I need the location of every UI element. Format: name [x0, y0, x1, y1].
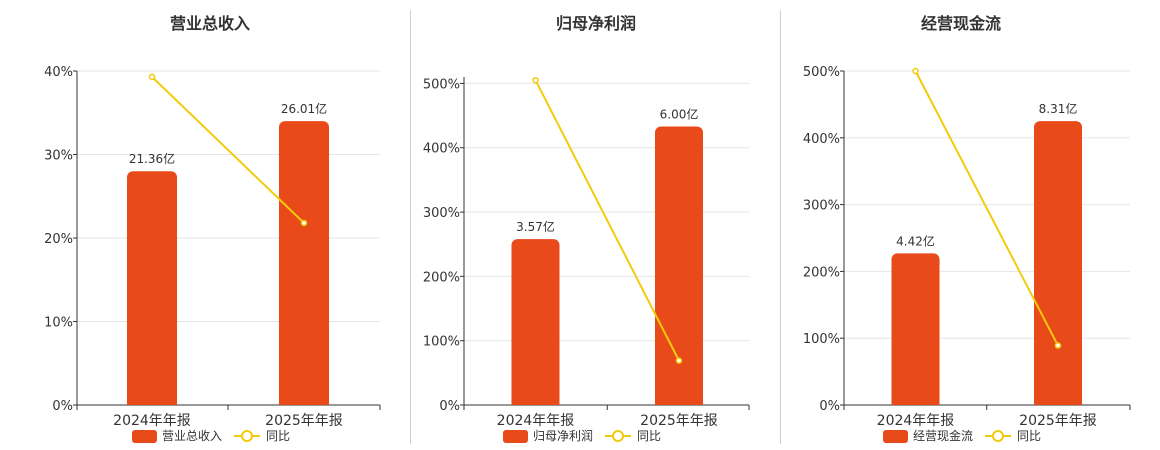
legend-swatch-bar [503, 430, 528, 443]
legend-swatch-bar [132, 430, 157, 443]
yoy-point [912, 67, 919, 75]
legend-swatch-marker [992, 430, 1004, 442]
x-tick-label: 2024年年报 [113, 413, 191, 429]
x-tick-label: 2024年年报 [497, 413, 575, 429]
bar-data-label: 8.31亿 [1039, 101, 1078, 116]
bar [1034, 121, 1082, 405]
y-tick-label: 0% [52, 399, 73, 414]
y-tick-label: 500% [423, 77, 460, 92]
chart-panel-net-profit: 归母净利润 0% 100% 200% 300% 400% 500% 2024年年报 2025年年… [411, 0, 780, 450]
yoy-point [148, 73, 156, 81]
x-tick-label: 2025年年报 [1019, 413, 1097, 429]
bar-data-label: 21.36亿 [129, 151, 175, 166]
chart-title: 经营现金流 [921, 14, 1001, 33]
bar-data-label: 3.57亿 [516, 219, 555, 234]
bar-base [511, 397, 560, 405]
legend-swatch-marker [612, 430, 624, 442]
legend-label-bar: 营业总收入 [162, 429, 222, 443]
legend-label-bar: 归母净利润 [533, 429, 593, 443]
panel-divider [410, 10, 411, 444]
bar-base [1034, 397, 1082, 405]
yoy-line [151, 76, 305, 224]
bar [511, 239, 560, 405]
y-tick-label: 40% [44, 65, 73, 80]
chart-title: 营业总收入 [170, 14, 250, 33]
bar-base [127, 397, 177, 405]
y-tick-label: 300% [423, 206, 460, 221]
bar [279, 121, 329, 405]
y-tick-label: 0% [819, 399, 840, 414]
yoy-line [914, 70, 1059, 347]
yoy-point [300, 219, 308, 227]
y-tick-label: 200% [423, 270, 460, 285]
legend-label-bar: 经营现金流 [913, 428, 973, 443]
yoy-point [532, 76, 539, 84]
bar-base [891, 397, 940, 405]
chart-title: 归母净利润 [556, 14, 636, 33]
y-tick-label: 100% [423, 335, 460, 350]
chart-panel-operating-cash-flow: 经营现金流 0% 100% 200% 300% 400% 500% 2024年年报 2025年年… [781, 0, 1160, 450]
bar [891, 253, 940, 405]
bar-data-label: 4.42亿 [896, 233, 935, 248]
y-tick-label: 300% [803, 199, 840, 214]
y-tick-label: 400% [423, 142, 460, 157]
legend-swatch-marker [241, 430, 253, 442]
chart-revenue-svg: 营业总收入 0% 10% 20% 30% 40% 2024年年报 2025年年报 21.36亿 2… [44, 14, 381, 443]
bar-base [655, 397, 703, 405]
yoy-line [534, 79, 680, 362]
legend-swatch-bar [883, 430, 908, 443]
y-tick-label: 400% [803, 132, 840, 147]
x-tick-label: 2024年年报 [877, 413, 955, 429]
legend-label-line: 同比 [1017, 429, 1041, 443]
x-tick-label: 2025年年报 [265, 413, 343, 429]
bar-data-label: 6.00亿 [660, 107, 699, 122]
y-tick-label: 30% [44, 149, 73, 164]
y-tick-label: 10% [44, 316, 73, 331]
chart-net-profit-svg: 归母净利润 0% 100% 200% 300% 400% 500% 2024年年报 2025年年… [423, 14, 750, 443]
bar-base [279, 397, 329, 405]
panel-divider [780, 10, 781, 444]
chart-cash-flow-svg: 经营现金流 0% 100% 200% 300% 400% 500% 2024年年报 2025年年… [803, 14, 1131, 443]
y-tick-label: 200% [803, 265, 840, 280]
chart-panel-revenue: 营业总收入 0% 10% 20% 30% 40% 2024年年报 2025年年报 21.36亿 2… [0, 0, 405, 450]
bar-data-label: 26.01亿 [281, 101, 327, 116]
y-tick-label: 0% [439, 399, 460, 414]
y-tick-label: 20% [44, 232, 73, 247]
legend-label-line: 同比 [266, 429, 290, 443]
y-tick-label: 500% [803, 65, 840, 80]
yoy-point [675, 357, 683, 364]
legend-label-line: 同比 [637, 429, 661, 443]
yoy-point [1054, 342, 1062, 349]
bar [127, 171, 177, 405]
y-tick-label: 100% [803, 332, 840, 347]
x-tick-label: 2025年年报 [640, 413, 718, 429]
